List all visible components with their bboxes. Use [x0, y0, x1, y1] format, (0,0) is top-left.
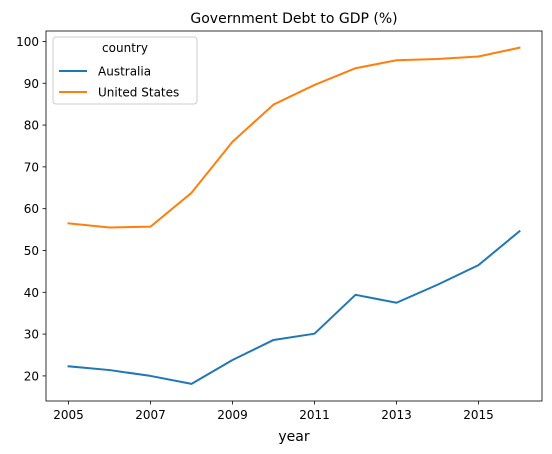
- x-tick-label: 2007: [135, 408, 166, 422]
- x-tick-label: 2011: [299, 408, 330, 422]
- y-tick-label: 50: [24, 244, 39, 258]
- x-tick-label: 2005: [53, 408, 84, 422]
- legend-label: Australia: [98, 65, 151, 79]
- x-axis: 2005 2007 2009 2011 2013 2015: [53, 401, 494, 422]
- legend-box: [52, 36, 198, 105]
- x-axis-label: year: [278, 429, 309, 445]
- series-line-0: [67, 229, 521, 385]
- chart-title: Government Debt to GDP (%): [190, 11, 397, 27]
- y-tick-label: 20: [24, 369, 39, 383]
- legend-entries: Australia United States: [59, 65, 179, 100]
- y-tick-label: 70: [24, 160, 39, 174]
- legend-label: United States: [98, 86, 179, 100]
- legend: country Australia United States: [52, 36, 198, 105]
- y-tick-label: 30: [24, 328, 39, 342]
- x-tick-label: 2009: [217, 408, 248, 422]
- series-line-1: [67, 46, 521, 229]
- x-tick-label: 2013: [381, 408, 412, 422]
- y-tick-label: 80: [24, 119, 39, 133]
- plot-frame: [45, 30, 543, 402]
- y-tick-label: 100: [16, 35, 39, 49]
- x-tick-label: 2015: [463, 408, 494, 422]
- plot-lines: [67, 46, 521, 385]
- y-tick-label: 60: [24, 202, 39, 216]
- y-tick-label: 90: [24, 77, 39, 91]
- y-tick-label: 40: [24, 286, 39, 300]
- legend-title: country: [102, 41, 148, 55]
- y-axis: 20 30 40 50 60 70 80 90 100: [16, 35, 46, 383]
